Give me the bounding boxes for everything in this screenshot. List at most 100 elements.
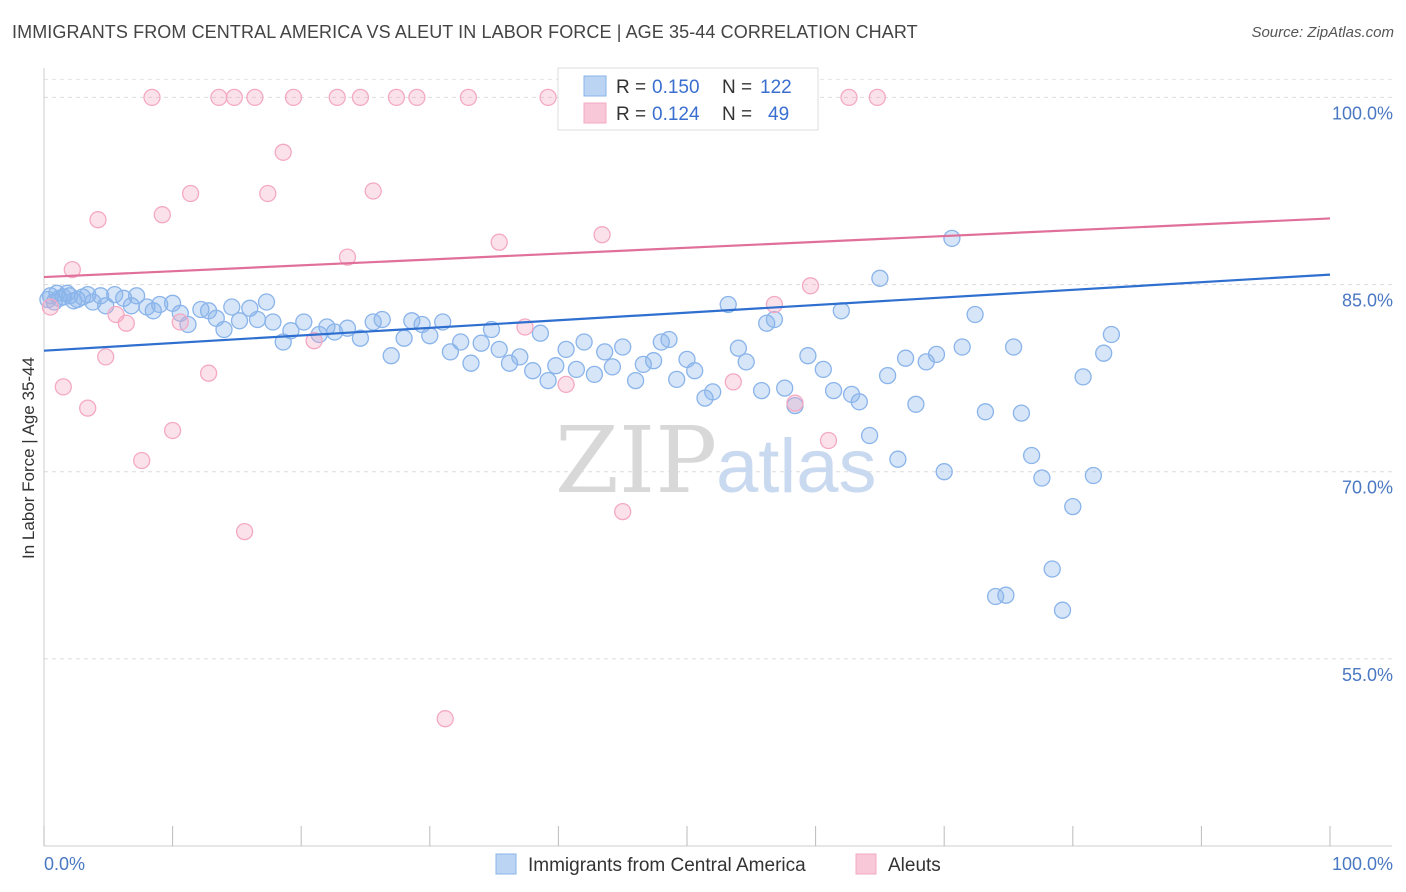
immigrants-point-57 <box>500 354 519 372</box>
legend-label-immigrants: Immigrants from Central America <box>528 855 806 876</box>
aleuts-point-44 <box>786 394 804 412</box>
immigrants-point-99 <box>907 395 925 413</box>
immigrants-point-82 <box>737 353 755 371</box>
immigrants-point-90 <box>824 381 843 400</box>
aleuts-point-10 <box>153 206 171 224</box>
immigrants-point-13 <box>91 287 110 305</box>
x-tick-label-0: 0.0% <box>44 854 85 874</box>
immigrants-point-32 <box>248 310 267 329</box>
aleuts-point-4 <box>89 211 107 229</box>
immigrants-point-118 <box>1095 344 1113 362</box>
immigrants-point-103 <box>943 229 961 248</box>
immigrants-point-46 <box>395 329 413 347</box>
immigrants-point-66 <box>585 365 604 384</box>
immigrants-point-93 <box>850 393 868 411</box>
immigrants-point-69 <box>614 338 632 356</box>
immigrants-point-106 <box>976 403 995 421</box>
aleuts-point-20 <box>274 143 292 161</box>
aleuts-point-9 <box>143 88 161 107</box>
series-immigrants-points <box>39 229 1121 619</box>
immigrants-point-105 <box>966 305 984 324</box>
stats-n-value-aleuts: 49 <box>768 104 789 125</box>
aleuts-point-12 <box>171 313 189 331</box>
immigrants-point-65 <box>575 333 593 351</box>
immigrants-point-59 <box>524 362 542 380</box>
aleuts-point-7 <box>117 314 135 332</box>
immigrants-point-30 <box>230 312 249 330</box>
immigrants-point-116 <box>1074 368 1092 386</box>
watermark-zip: ZIP <box>555 407 717 514</box>
aleuts-point-37 <box>614 502 632 521</box>
aleuts-point-15 <box>210 88 228 107</box>
gridlines <box>44 78 1392 660</box>
immigrants-point-36 <box>282 322 300 340</box>
aleuts-point-48 <box>868 88 886 107</box>
stats-n-label-immigrants: N = <box>722 77 752 98</box>
x-tick-label-1: 100.0% <box>1332 854 1393 874</box>
immigrants-point-54 <box>472 334 490 352</box>
immigrants-point-108 <box>997 586 1015 604</box>
trend-lines <box>43 217 1331 352</box>
stats-swatch-aleuts <box>583 102 607 124</box>
immigrants-point-111 <box>1022 446 1041 465</box>
aleuts-point-47 <box>840 88 858 107</box>
immigrants-point-61 <box>539 371 557 390</box>
legend-swatch-aleuts <box>855 853 877 875</box>
immigrants-point-109 <box>1004 338 1023 356</box>
stats-legend: R = 0.150 N = 122 R = 0.124 N = 49 <box>557 67 819 131</box>
aleuts-point-21 <box>284 88 303 107</box>
watermark: ZIP atlas <box>555 407 877 514</box>
immigrants-point-104 <box>953 338 971 356</box>
aleuts-point-24 <box>338 248 357 266</box>
aleuts-point-26 <box>364 182 382 200</box>
aleuts-point-0 <box>41 298 60 316</box>
aleuts-point-13 <box>181 184 200 203</box>
chart-source: Source: ZipAtlas.com <box>1251 24 1394 41</box>
immigrants-point-56 <box>490 340 508 359</box>
watermark-atlas: atlas <box>716 424 877 509</box>
immigrants-point-77 <box>686 362 704 380</box>
aleuts-point-28 <box>408 88 426 107</box>
aleuts-point-23 <box>328 88 346 107</box>
immigrants-point-89 <box>814 360 832 379</box>
aleuts-point-8 <box>133 451 151 470</box>
aleuts-point-33 <box>539 88 557 107</box>
y-tick-label-1: 70.0% <box>1342 478 1393 498</box>
stats-n-value-immigrants: 122 <box>760 77 792 98</box>
immigrants-point-42 <box>351 329 370 347</box>
stats-r-label-immigrants: R = <box>616 77 646 98</box>
immigrants-point-83 <box>752 381 771 400</box>
immigrants-point-79 <box>704 383 722 401</box>
immigrants-point-74 <box>660 330 678 349</box>
series-aleuts-points <box>41 88 886 728</box>
immigrants-point-96 <box>878 366 897 385</box>
stats-r-value-immigrants: 0.150 <box>652 77 700 98</box>
y-tick-label-0: 55.0% <box>1342 665 1393 685</box>
immigrants-point-20 <box>144 302 162 320</box>
aleuts-point-16 <box>225 88 243 107</box>
immigrants-point-15 <box>106 285 124 304</box>
immigrants-point-68 <box>603 358 622 376</box>
immigrants-point-45 <box>382 347 400 365</box>
immigrants-point-64 <box>567 360 586 379</box>
immigrants-trend-line <box>43 273 1331 352</box>
immigrants-point-29 <box>223 298 241 316</box>
immigrants-point-60 <box>531 324 550 342</box>
aleuts-point-22 <box>305 332 323 350</box>
y-tick-label-2: 85.0% <box>1342 291 1393 311</box>
axes <box>43 68 1392 847</box>
immigrants-point-94 <box>860 426 879 445</box>
aleuts-point-27 <box>387 88 406 107</box>
immigrants-point-86 <box>776 379 794 397</box>
immigrants-point-110 <box>1012 404 1031 422</box>
immigrants-point-81 <box>729 339 748 357</box>
y-tick-label-3: 100.0% <box>1332 103 1393 123</box>
immigrants-point-80 <box>719 295 737 314</box>
y-tick-labels: 55.0% 70.0% 85.0% 100.0% <box>1332 103 1393 684</box>
aleuts-point-14 <box>199 364 218 382</box>
immigrants-point-115 <box>1064 497 1082 516</box>
immigrants-point-21 <box>151 295 169 314</box>
y-axis-label: In Labor Force | Age 35-44 <box>19 357 38 559</box>
aleuts-point-31 <box>490 233 508 251</box>
